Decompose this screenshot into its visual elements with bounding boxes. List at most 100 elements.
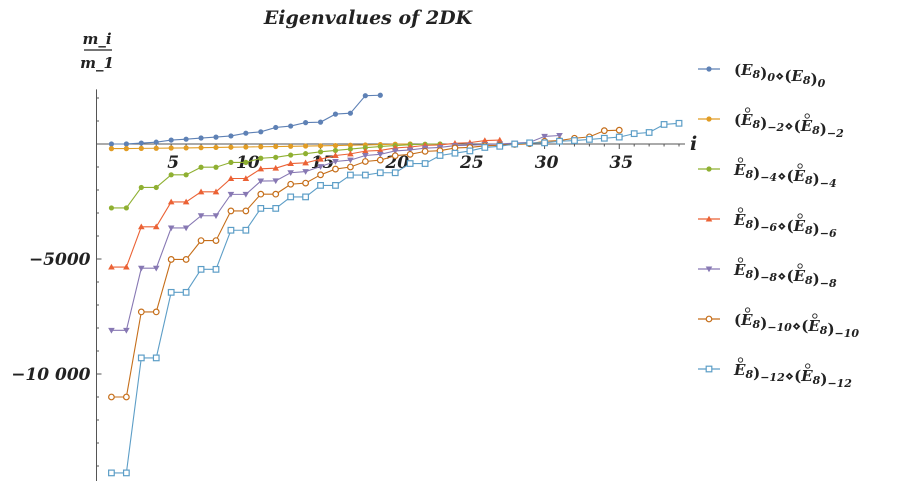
- data-point: [138, 265, 145, 272]
- data-point: [152, 265, 160, 272]
- data-point: [332, 152, 339, 158]
- data-point: [138, 184, 144, 191]
- data-point: [332, 182, 339, 189]
- legend-label: E8)−6⋄(E8)−6: [733, 211, 837, 240]
- data-point: [212, 213, 220, 220]
- data-point: [302, 179, 310, 187]
- data-point: [541, 139, 548, 147]
- data-point: [168, 145, 174, 151]
- data-point: [288, 152, 294, 158]
- data-point: [213, 164, 219, 170]
- data-point: [317, 143, 324, 149]
- data-point: [317, 119, 324, 125]
- data-point: [198, 145, 204, 151]
- data-point: [317, 164, 324, 170]
- data-point: [122, 469, 130, 477]
- data-point: [645, 129, 653, 136]
- chart-title: Eigenvalues of 2DK: [263, 7, 474, 29]
- data-point: [287, 193, 295, 201]
- data-point: [347, 142, 354, 148]
- data-point: [213, 134, 219, 140]
- data-point: [152, 308, 160, 316]
- data-point: [705, 315, 713, 323]
- data-point: [317, 182, 324, 189]
- data-point: [332, 111, 339, 117]
- legend-ring-accent: [797, 263, 803, 269]
- data-point: [123, 141, 129, 147]
- data-point: [123, 205, 129, 211]
- data-point: [317, 149, 324, 155]
- data-point: [317, 171, 324, 179]
- data-point: [167, 288, 175, 296]
- y-axis-label: m_i m_1: [80, 30, 114, 72]
- data-point: [153, 139, 159, 145]
- data-point: [108, 327, 115, 334]
- data-point: [421, 160, 429, 167]
- data-point: [197, 188, 205, 195]
- series-line: [111, 94, 381, 145]
- data-point: [511, 140, 519, 148]
- data-point: [183, 172, 189, 178]
- data-point: [137, 354, 145, 362]
- data-point: [137, 308, 145, 316]
- data-point: [183, 136, 189, 142]
- data-point: [332, 143, 339, 149]
- x-tick-label: 30: [535, 153, 559, 173]
- data-point: [303, 120, 309, 126]
- data-point: [167, 198, 175, 205]
- data-point: [212, 265, 220, 273]
- data-point: [332, 165, 339, 173]
- data-point: [243, 144, 249, 150]
- data-point: [706, 66, 712, 72]
- legend-item-5: (E8)−10⋄(E8)−10: [698, 311, 859, 340]
- data-point: [197, 213, 205, 220]
- data-point: [361, 171, 369, 179]
- data-point: [287, 160, 294, 167]
- data-point: [302, 159, 309, 166]
- data-point: [302, 169, 309, 175]
- y-axis-label-denominator: m_1: [80, 54, 114, 72]
- data-point: [108, 393, 115, 401]
- data-point: [302, 193, 310, 201]
- series-0: [108, 92, 383, 147]
- data-point: [391, 169, 399, 177]
- legend-ring-accent: [737, 207, 744, 213]
- y-tick-label: −5000: [29, 250, 91, 270]
- data-point: [242, 226, 250, 234]
- data-point: [391, 148, 399, 155]
- data-point: [496, 142, 504, 150]
- data-point: [257, 190, 265, 198]
- data-point: [451, 149, 459, 157]
- legend-ring-accent: [744, 307, 751, 313]
- data-point: [332, 147, 339, 154]
- legend-ring-accent: [737, 157, 744, 163]
- data-point: [138, 145, 144, 151]
- legend-item-3: E8)−6⋄(E8)−6: [698, 211, 837, 240]
- data-point: [273, 143, 279, 150]
- data-point: [212, 188, 220, 195]
- data-point: [556, 133, 563, 139]
- legend-label: E8)−8⋄(E8)−8: [733, 261, 837, 290]
- data-point: [630, 130, 638, 138]
- data-point: [496, 136, 504, 143]
- data-point: [273, 124, 279, 131]
- data-point: [615, 133, 623, 141]
- data-point: [242, 207, 250, 215]
- data-point: [108, 263, 115, 270]
- data-point: [347, 110, 354, 116]
- data-point: [228, 144, 234, 150]
- data-point: [706, 116, 712, 122]
- data-point: [406, 150, 414, 158]
- data-point: [213, 144, 219, 151]
- data-point: [272, 178, 280, 185]
- x-tick-label: 5: [167, 153, 179, 173]
- data-point: [347, 146, 354, 152]
- data-point: [228, 133, 234, 139]
- data-point: [615, 126, 623, 134]
- legend-item-1: (E8)−2⋄(E8)−2: [698, 111, 844, 140]
- data-point: [600, 134, 608, 142]
- data-point: [362, 145, 368, 151]
- data-point: [361, 158, 369, 165]
- data-point: [376, 156, 384, 164]
